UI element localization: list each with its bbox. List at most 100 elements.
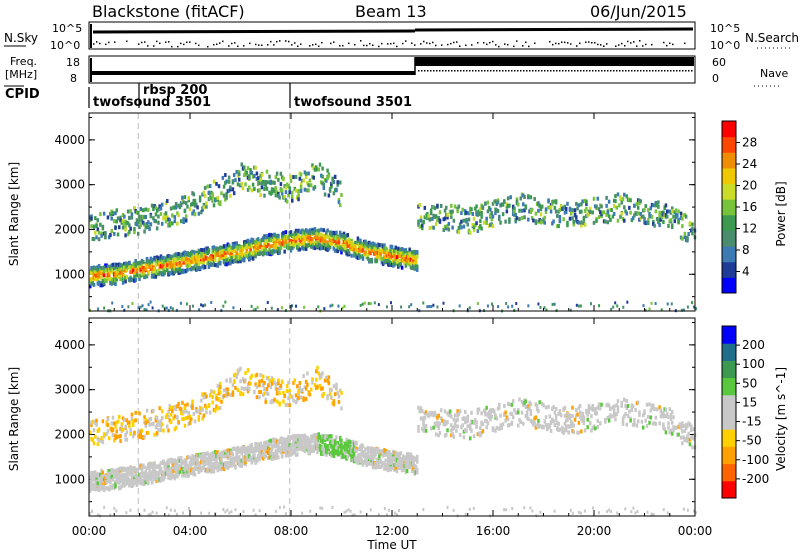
echo-cell: [219, 390, 222, 395]
echo-cell: [91, 281, 95, 286]
echo-cell: [314, 165, 318, 170]
echo-cell: [111, 277, 115, 282]
echo-cell: [392, 456, 395, 461]
echo-cell: [350, 454, 353, 459]
echo-cell: [658, 218, 661, 223]
echo-cell: [142, 435, 145, 440]
echo-cell: [375, 257, 379, 262]
echo-cell: [270, 251, 274, 256]
echo-cell: [212, 407, 216, 412]
echo-cell: [410, 254, 414, 259]
echo-cell: [263, 249, 266, 254]
echo-cell: [317, 240, 321, 245]
echo-cell: [270, 398, 274, 403]
echo-cell: [227, 175, 231, 180]
echo-cell: [131, 422, 135, 427]
ground-scatter-cell: [513, 308, 516, 312]
echo-cell: [192, 461, 196, 466]
echo-cell: [413, 249, 416, 254]
nsearch-dot: [486, 43, 488, 46]
echo-cell: [176, 262, 179, 267]
echo-cell: [249, 239, 252, 244]
echo-cell: [236, 256, 240, 261]
echo-cell: [207, 462, 211, 467]
echo-cell: [134, 221, 137, 226]
echo-cell: [566, 201, 569, 206]
echo-cell: [136, 475, 140, 480]
echo-cell: [495, 202, 499, 207]
echo-cell: [206, 456, 209, 461]
echo-cell: [135, 261, 139, 266]
echo-cell: [183, 463, 187, 468]
echo-cell: [683, 235, 687, 240]
echo-cell: [304, 235, 308, 240]
echo-cell: [227, 257, 231, 262]
echo-cell: [201, 248, 204, 253]
echo-cell: [246, 175, 250, 180]
echo-cell: [168, 223, 172, 228]
echo-cell: [231, 259, 235, 264]
echo-cell: [229, 193, 232, 198]
nsearch-dot: [558, 42, 560, 45]
echo-cell: [278, 249, 281, 254]
echo-cell: [421, 226, 424, 231]
echo-cell: [277, 378, 280, 383]
echo-cell: [434, 423, 438, 428]
echo-cell: [241, 186, 245, 191]
echo-cell: [306, 188, 309, 193]
echo-cell: [302, 178, 305, 183]
echo-cell: [284, 442, 288, 447]
echo-cell: [289, 178, 293, 183]
echo-cell: [152, 468, 155, 473]
echo-cell: [179, 252, 183, 257]
echo-cell: [210, 464, 213, 469]
echo-cell: [174, 261, 178, 266]
echo-cell: [347, 441, 351, 446]
echo-cell: [208, 184, 212, 189]
echo-cell: [355, 247, 358, 252]
echo-cell: [370, 455, 374, 460]
echo-cell: [240, 181, 243, 186]
echo-cell: [298, 436, 302, 441]
echo-cell: [654, 200, 658, 205]
echo-cell: [583, 222, 587, 227]
echo-cell: [162, 260, 165, 265]
echo-cell: [291, 394, 294, 399]
echo-cell: [534, 219, 538, 224]
echo-cell: [221, 256, 225, 261]
echo-cell: [172, 459, 175, 464]
nave-dot: [451, 70, 453, 72]
ground-scatter-cell: [537, 302, 540, 306]
echo-cell: [152, 422, 155, 427]
echo-cell: [244, 446, 247, 451]
echo-cell: [558, 219, 562, 224]
echo-cell: [149, 416, 153, 421]
nsearch-dot: [483, 41, 485, 44]
echo-cell: [291, 233, 294, 238]
echo-cell: [366, 450, 370, 455]
echo-cell: [378, 454, 381, 459]
echo-cell: [280, 241, 284, 246]
echo-cell: [263, 186, 266, 191]
echo-cell: [475, 221, 478, 226]
echo-cell: [96, 227, 100, 232]
echo-cell: [167, 409, 170, 414]
echo-cell: [383, 260, 386, 265]
echo-cell: [639, 216, 642, 221]
echo-cell: [184, 470, 188, 475]
echo-cell: [174, 474, 178, 479]
nsearch-dot: [429, 42, 431, 45]
echo-cell: [92, 477, 96, 482]
echo-cell: [393, 253, 396, 258]
echo-cell: [667, 223, 670, 228]
echo-cell: [376, 464, 380, 469]
echo-cell: [408, 457, 411, 462]
echo-cell: [388, 450, 391, 455]
echo-cell: [475, 212, 478, 217]
echo-cell: [260, 455, 264, 460]
echo-cell: [195, 202, 198, 207]
echo-cell: [193, 198, 197, 203]
echo-cell: [605, 203, 608, 208]
echo-cell: [166, 460, 169, 465]
